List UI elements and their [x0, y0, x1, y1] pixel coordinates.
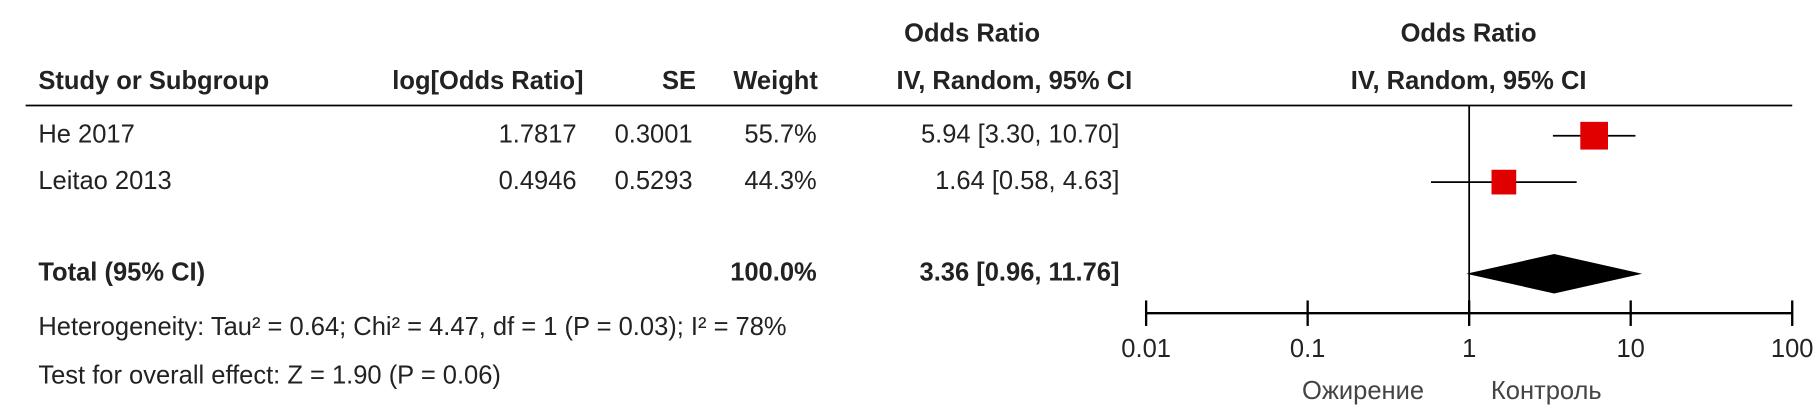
se: 0.5293 — [615, 167, 693, 195]
total-weight: 100.0% — [730, 258, 817, 286]
x-tick-label: 1 — [1462, 335, 1476, 363]
x-tick-label: 10 — [1617, 335, 1645, 363]
study-name: Leitao 2013 — [38, 167, 171, 195]
x-tick-label: 0.01 — [1121, 335, 1171, 363]
ci-title: Odds Ratio — [904, 20, 1040, 48]
log-or: 1.7817 — [499, 120, 577, 148]
x-tick-label: 100 — [1771, 335, 1814, 363]
weight: 44.3% — [744, 167, 816, 195]
total-diamond — [1466, 254, 1643, 294]
weight: 55.7% — [744, 120, 816, 148]
study-name: He 2017 — [38, 120, 134, 148]
total-name: Total (95% CI) — [38, 258, 205, 286]
log-or-header: log[Odds Ratio] — [392, 67, 583, 95]
plot-subtitle: IV, Random, 95% CI — [1351, 67, 1587, 95]
log-or: 0.4946 — [499, 167, 577, 195]
heterogeneity: Heterogeneity: Tau² = 0.64; Chi² = 4.47,… — [38, 313, 786, 341]
weight-header: Weight — [733, 67, 818, 95]
se-header: SE — [662, 67, 696, 95]
effect-square — [1491, 169, 1517, 195]
study-header: Study or Subgroup — [38, 67, 269, 95]
effect-square — [1580, 121, 1609, 150]
total-ci-label: 3.36 [0.96, 11.76] — [920, 258, 1120, 286]
ci-subtitle: IV, Random, 95% CI — [896, 67, 1132, 95]
ci-label: 1.64 [0.58, 4.63] — [935, 167, 1119, 195]
se: 0.3001 — [615, 120, 693, 148]
favours-right: Контроль — [1491, 377, 1602, 405]
x-tick-label: 0.1 — [1290, 335, 1325, 363]
plot-title: Odds Ratio — [1401, 20, 1537, 48]
favours-left: Ожирение — [1302, 377, 1424, 405]
ci-label: 5.94 [3.30, 10.70] — [921, 120, 1120, 148]
overall-effect: Test for overall effect: Z = 1.90 (P = 0… — [38, 362, 501, 390]
